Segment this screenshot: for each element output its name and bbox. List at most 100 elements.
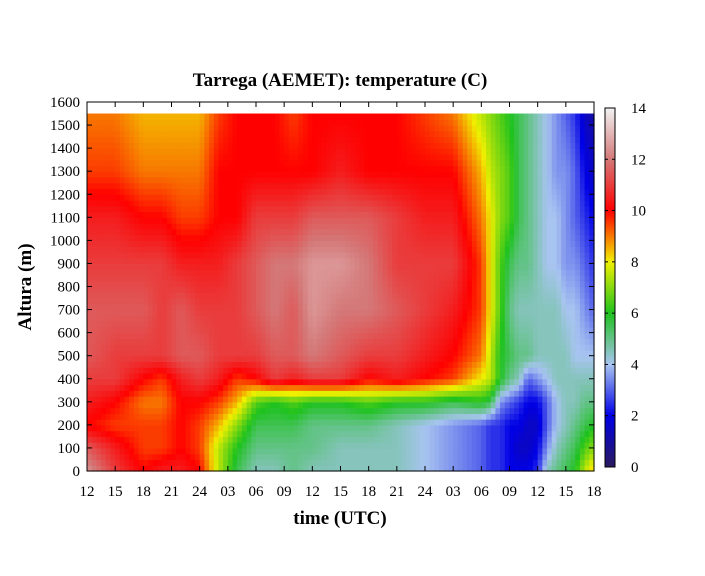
heatmap-cell bbox=[439, 442, 445, 449]
heatmap-cell bbox=[335, 349, 342, 357]
heatmap-cell bbox=[241, 344, 248, 351]
heatmap-cell bbox=[349, 205, 356, 213]
heatmap-cell bbox=[410, 176, 417, 184]
heatmap-cell bbox=[180, 263, 187, 270]
heatmap-cell bbox=[359, 240, 365, 247]
heatmap-cell bbox=[199, 217, 205, 224]
heatmap-cell bbox=[115, 269, 121, 276]
heatmap-cell bbox=[96, 269, 102, 276]
heatmap-cell bbox=[359, 223, 365, 230]
heatmap-cell bbox=[115, 171, 121, 178]
heatmap-cell bbox=[307, 171, 313, 178]
heatmap-cell bbox=[462, 344, 468, 351]
heatmap-cell bbox=[298, 251, 304, 259]
heatmap-cell bbox=[176, 130, 182, 138]
heatmap-cell bbox=[317, 223, 323, 230]
heatmap-cell bbox=[415, 280, 421, 288]
heatmap-cell bbox=[209, 344, 215, 351]
heatmap-cell bbox=[317, 240, 323, 247]
heatmap-cell bbox=[288, 286, 295, 293]
heatmap-cell bbox=[194, 211, 201, 218]
heatmap-cell bbox=[312, 355, 318, 363]
heatmap-cell bbox=[199, 182, 205, 190]
heatmap-cell bbox=[138, 113, 144, 120]
heatmap-cell bbox=[425, 130, 431, 138]
heatmap-cell bbox=[302, 205, 309, 213]
heatmap-cell bbox=[166, 188, 173, 195]
heatmap-cell bbox=[425, 200, 431, 207]
heatmap-cell bbox=[302, 148, 309, 155]
heatmap-cell bbox=[448, 326, 454, 334]
heatmap-cell bbox=[227, 436, 234, 443]
heatmap-cell bbox=[406, 113, 412, 120]
heatmap-cell bbox=[288, 269, 295, 276]
heatmap-cell bbox=[270, 148, 276, 155]
heatmap-cell bbox=[298, 200, 304, 207]
heatmap-cell bbox=[401, 338, 407, 345]
heatmap-cell bbox=[199, 119, 205, 126]
heatmap-cell bbox=[162, 274, 168, 282]
heatmap-cell bbox=[209, 367, 215, 374]
heatmap-cell bbox=[425, 211, 431, 218]
heatmap-cell bbox=[368, 396, 374, 403]
heatmap-cell bbox=[345, 113, 351, 120]
heatmap-cell bbox=[335, 217, 342, 224]
heatmap-cell bbox=[363, 390, 370, 397]
heatmap-cell bbox=[119, 407, 126, 414]
heatmap-cell bbox=[110, 251, 116, 259]
heatmap-cell bbox=[406, 246, 412, 253]
heatmap-cell bbox=[246, 188, 252, 195]
heatmap-cell bbox=[218, 378, 224, 386]
heatmap-cell bbox=[138, 142, 144, 149]
heatmap-cell bbox=[415, 465, 421, 472]
heatmap-cell bbox=[448, 384, 454, 391]
heatmap-cell bbox=[448, 171, 454, 178]
heatmap-cell bbox=[335, 234, 342, 241]
heatmap-cell bbox=[87, 269, 93, 276]
heatmap-cell bbox=[194, 407, 201, 414]
heatmap-cell bbox=[152, 234, 159, 241]
heatmap-cell bbox=[251, 234, 257, 241]
heatmap-cell bbox=[425, 298, 431, 305]
heatmap-cell bbox=[317, 407, 323, 414]
heatmap-cell bbox=[105, 430, 112, 438]
heatmap-cell bbox=[302, 165, 309, 172]
heatmap-cell bbox=[363, 338, 370, 345]
heatmap-cell bbox=[251, 349, 257, 357]
heatmap-cell bbox=[415, 384, 421, 391]
heatmap-cell bbox=[260, 257, 266, 265]
heatmap-cell bbox=[279, 378, 285, 386]
heatmap-cell bbox=[87, 378, 93, 386]
heatmap-cell bbox=[194, 188, 201, 195]
heatmap-cell bbox=[429, 442, 435, 449]
heatmap-cell bbox=[176, 205, 182, 213]
heatmap-cell bbox=[425, 194, 431, 201]
heatmap-cell bbox=[166, 159, 173, 167]
heatmap-cell bbox=[133, 396, 140, 403]
heatmap-cell bbox=[457, 436, 464, 443]
heatmap-cell bbox=[138, 176, 144, 184]
heatmap-cell bbox=[218, 315, 224, 322]
heatmap-cell bbox=[284, 303, 290, 311]
heatmap-cell bbox=[410, 309, 417, 316]
heatmap-cell bbox=[227, 384, 234, 391]
heatmap-cell bbox=[274, 315, 281, 322]
heatmap-cell bbox=[288, 407, 295, 414]
heatmap-cell bbox=[223, 200, 229, 207]
heatmap-cell bbox=[180, 384, 187, 391]
heatmap-cell bbox=[368, 211, 374, 218]
heatmap-cell bbox=[246, 407, 252, 414]
heatmap-cell bbox=[373, 321, 379, 328]
heatmap-cell bbox=[429, 217, 435, 224]
heatmap-cell bbox=[143, 396, 149, 403]
heatmap-cell bbox=[378, 436, 384, 443]
heatmap-cell bbox=[101, 424, 107, 432]
heatmap-cell bbox=[232, 349, 238, 357]
heatmap-cell bbox=[176, 424, 182, 432]
heatmap-cell bbox=[246, 459, 252, 466]
heatmap-cell bbox=[232, 217, 238, 224]
heatmap-cell bbox=[349, 321, 356, 328]
heatmap-cell bbox=[260, 430, 266, 438]
heatmap-cell bbox=[448, 165, 454, 172]
heatmap-cell bbox=[256, 447, 262, 455]
